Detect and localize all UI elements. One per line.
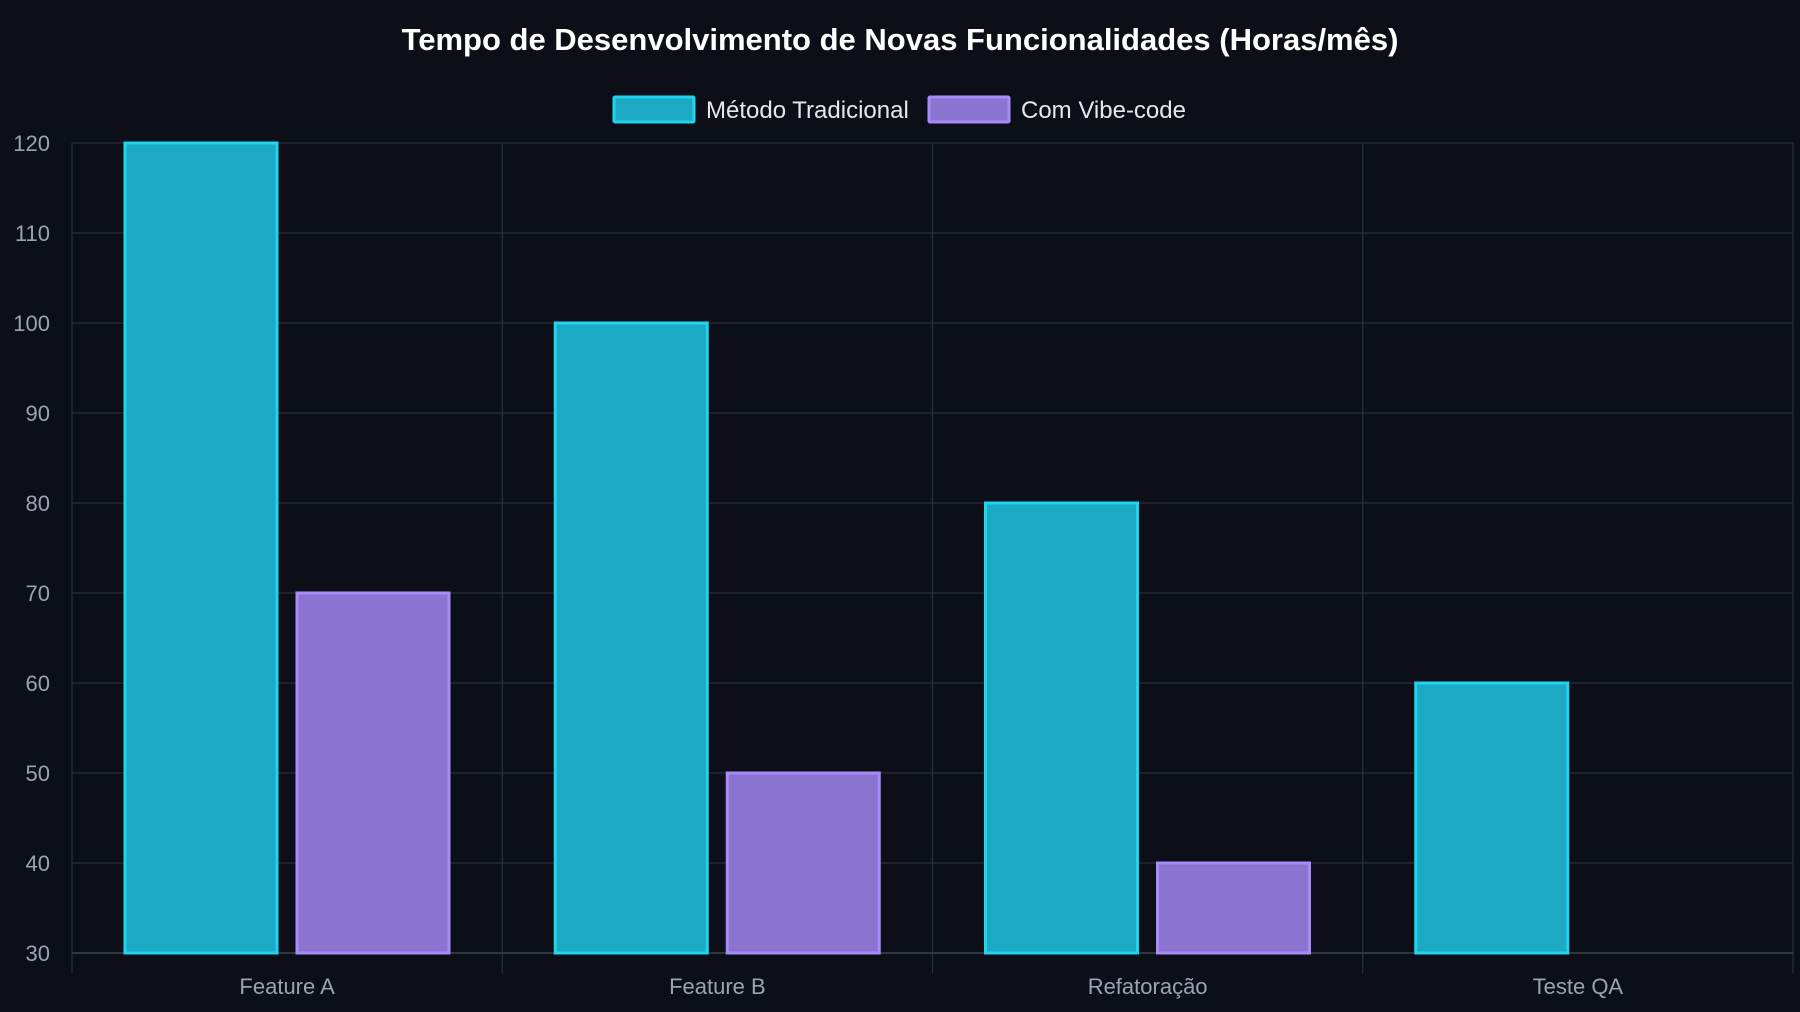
y-axis-ticks: 30 40 50 60 70 80 90 100 110 120 <box>13 131 50 966</box>
bar-traditional <box>1414 681 1570 955</box>
legend-label-vibecode: Com Vibe-code <box>1021 97 1186 124</box>
legend-swatch-traditional <box>612 95 696 124</box>
bar-traditional <box>123 141 279 955</box>
y-tick-label: 30 <box>26 941 50 966</box>
y-tick-label: 40 <box>26 851 50 876</box>
x-tick-label: Feature A <box>239 974 335 999</box>
y-tick-label: 110 <box>15 221 50 246</box>
y-tick-label: 70 <box>26 581 50 606</box>
x-tick-label: Feature B <box>669 974 766 999</box>
y-tick-label: 60 <box>26 671 50 696</box>
legend-label-traditional: Método Tradicional <box>706 97 909 124</box>
x-tick-label: Teste QA <box>1533 974 1624 999</box>
y-tick-label: 90 <box>26 401 50 426</box>
y-tick-label: 120 <box>13 131 50 156</box>
y-tick-label: 100 <box>13 311 50 336</box>
x-tick-label: Refatoração <box>1088 974 1208 999</box>
y-tick-label: 50 <box>26 761 50 786</box>
x-axis-ticks: Feature A Feature B Refatoração Teste QA <box>239 974 1623 999</box>
bar-vibecode <box>725 771 881 955</box>
chart-title: Tempo de Desenvolvimento de Novas Funcio… <box>402 22 1399 57</box>
bar-traditional <box>984 501 1139 955</box>
legend: Método Tradicional Com Vibe-code <box>612 95 1186 124</box>
bar-traditional <box>553 321 709 955</box>
y-tick-label: 80 <box>26 491 50 516</box>
bar-vibecode <box>295 591 451 955</box>
bar-vibecode <box>1156 861 1311 955</box>
bars <box>123 141 1570 955</box>
legend-swatch-vibecode <box>927 95 1011 124</box>
